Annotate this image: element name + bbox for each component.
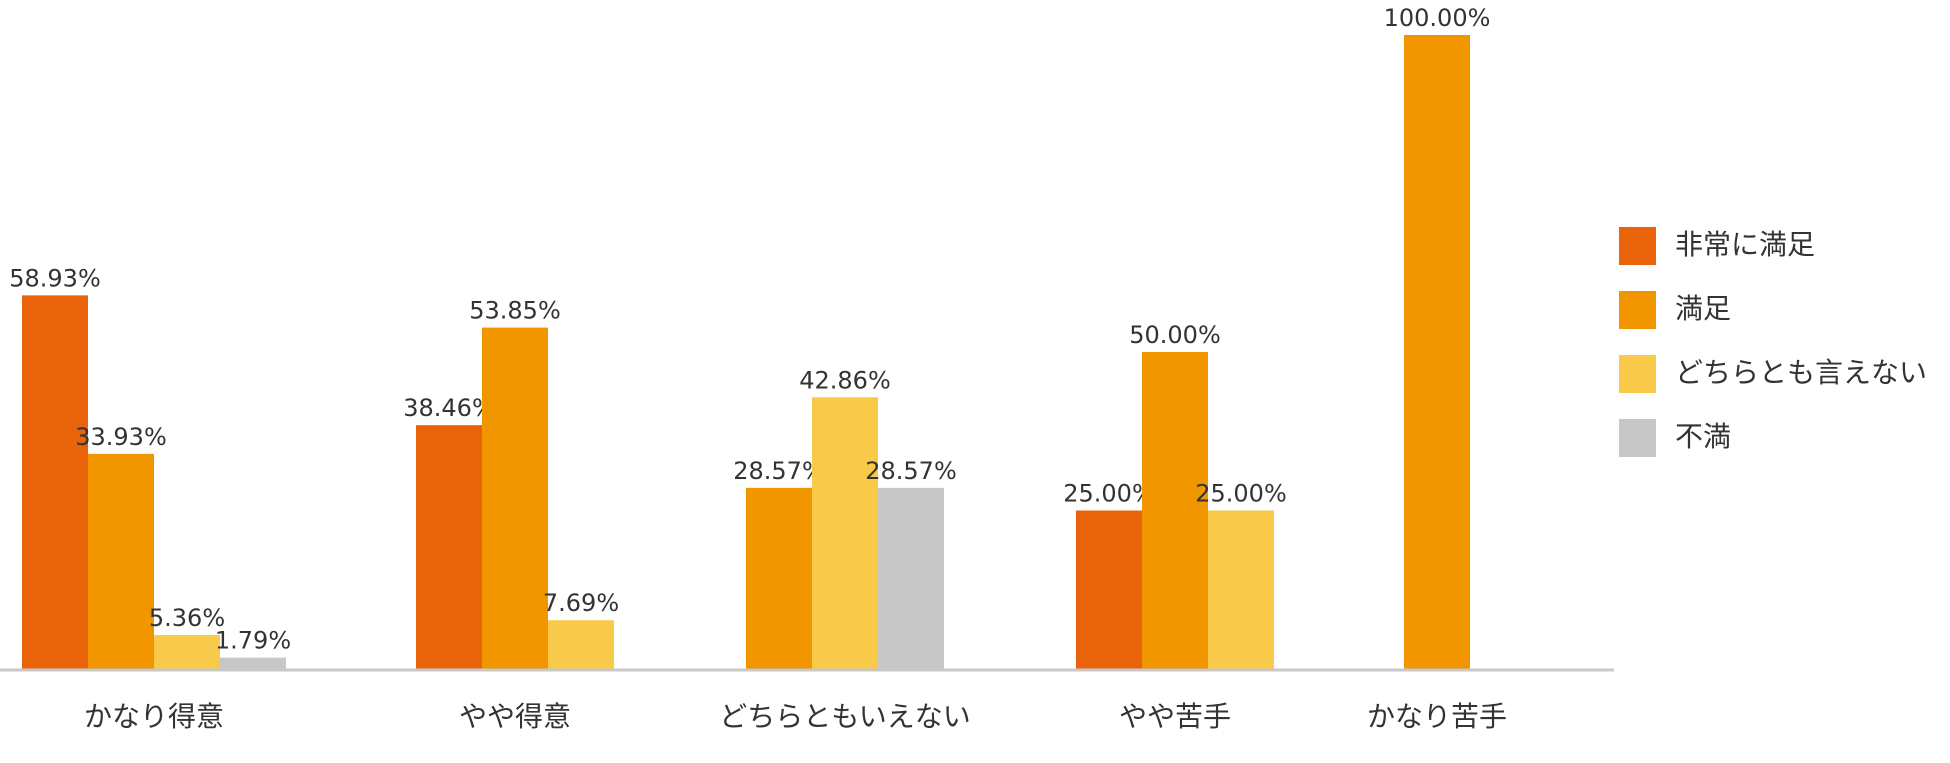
bar bbox=[416, 425, 482, 669]
value-label: 1.79% bbox=[215, 627, 291, 655]
bar bbox=[1076, 510, 1142, 669]
bar bbox=[878, 487, 944, 669]
legend-swatch bbox=[1619, 355, 1656, 393]
legend-swatch bbox=[1619, 227, 1656, 265]
bar bbox=[88, 453, 154, 669]
legend-label: 不満 bbox=[1675, 420, 1731, 453]
value-label: 25.00% bbox=[1195, 480, 1287, 508]
x-tick-label: やや得意 bbox=[459, 700, 571, 733]
bar bbox=[22, 295, 88, 669]
legend-label: 満足 bbox=[1675, 292, 1731, 325]
value-label: 25.00% bbox=[1063, 480, 1155, 508]
value-label: 7.69% bbox=[543, 589, 619, 617]
bar bbox=[548, 620, 614, 669]
value-label: 50.00% bbox=[1129, 321, 1221, 349]
legend-label: どちらとも言えない bbox=[1675, 356, 1927, 389]
legend-label: 非常に満足 bbox=[1675, 228, 1815, 261]
bar bbox=[746, 487, 812, 669]
x-tick-label: かなり苦手 bbox=[1367, 700, 1507, 733]
x-tick-label: やや苦手 bbox=[1119, 700, 1231, 733]
bar bbox=[154, 635, 220, 669]
value-label: 100.00% bbox=[1384, 4, 1491, 32]
x-tick-label: かなり得意 bbox=[84, 700, 224, 733]
value-label: 42.86% bbox=[799, 366, 891, 394]
bar bbox=[482, 327, 548, 669]
bar bbox=[220, 657, 286, 669]
value-label: 53.85% bbox=[469, 297, 561, 325]
legend-swatch bbox=[1619, 419, 1656, 457]
value-label: 38.46% bbox=[403, 394, 495, 422]
x-tick-label: どちらともいえない bbox=[719, 700, 970, 733]
value-label: 5.36% bbox=[149, 604, 225, 632]
bar bbox=[1208, 510, 1274, 669]
bar bbox=[1142, 352, 1208, 669]
bar bbox=[1404, 35, 1470, 669]
legend-swatch bbox=[1619, 291, 1656, 329]
value-label: 58.93% bbox=[9, 264, 101, 292]
bar bbox=[812, 397, 878, 669]
value-label: 28.57% bbox=[865, 457, 957, 485]
value-label: 33.93% bbox=[75, 423, 167, 451]
value-label: 28.57% bbox=[733, 457, 825, 485]
